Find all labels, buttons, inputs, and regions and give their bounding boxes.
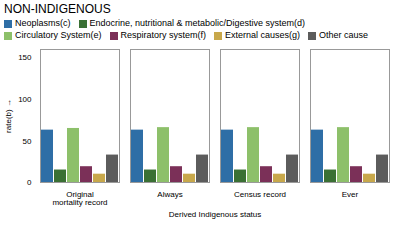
svg-text:Originalmortality record: Originalmortality record xyxy=(52,190,107,207)
svg-text:150: 150 xyxy=(18,53,32,62)
svg-text:50: 50 xyxy=(23,136,32,145)
svg-text:100: 100 xyxy=(18,95,32,104)
html-text:Circulatory System(e): Circulatory System(e) xyxy=(15,30,102,40)
html-text:Endocrine, nutritional & metab: Endocrine, nutritional & metabolic/Diges… xyxy=(89,18,306,28)
svg-text:rate(b) →: rate(b) → xyxy=(4,99,13,133)
html-text:NON-INDIGENOUS: NON-INDIGENOUS xyxy=(4,2,111,16)
html-text:Respiratory system(f): Respiratory system(f) xyxy=(120,30,206,40)
svg-text:Derived Indigenous status: Derived Indigenous status xyxy=(169,210,262,219)
html-text:Other cause: Other cause xyxy=(319,30,369,40)
svg-text:Ever: Ever xyxy=(342,190,359,199)
html-text:External causes(g): External causes(g) xyxy=(225,30,301,40)
html-text:Neoplasms(c): Neoplasms(c) xyxy=(15,18,71,28)
svg-text:0: 0 xyxy=(27,178,32,187)
svg-text:Census record: Census record xyxy=(234,190,286,199)
svg-text:Always: Always xyxy=(157,190,182,199)
